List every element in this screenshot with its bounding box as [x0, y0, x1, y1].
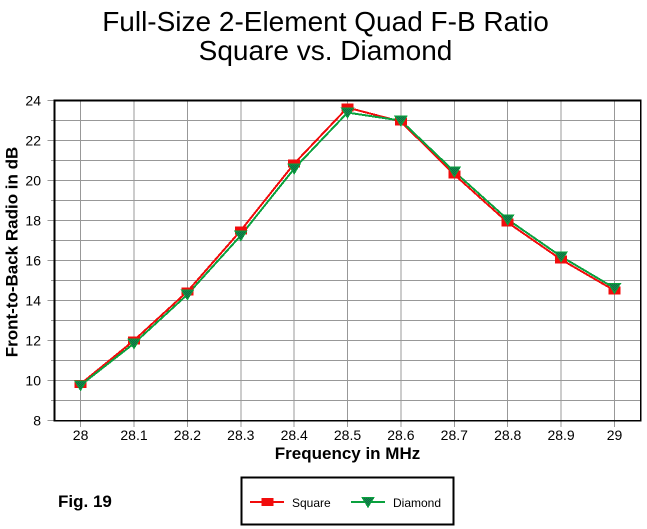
svg-text:Front-to-Back Radio in dB: Front-to-Back Radio in dB: [3, 147, 22, 358]
svg-text:Diamond: Diamond: [393, 496, 441, 510]
svg-text:14: 14: [25, 293, 41, 309]
svg-text:28.4: 28.4: [281, 427, 308, 443]
svg-text:18: 18: [25, 213, 41, 229]
svg-text:16: 16: [25, 253, 41, 269]
svg-text:Square: Square: [292, 496, 331, 510]
svg-text:10: 10: [25, 372, 41, 388]
svg-text:12: 12: [25, 332, 41, 348]
svg-text:20: 20: [25, 173, 41, 189]
svg-text:8: 8: [33, 412, 41, 428]
svg-text:28.5: 28.5: [334, 427, 361, 443]
svg-text:28.3: 28.3: [227, 427, 254, 443]
svg-text:Frequency in MHz: Frequency in MHz: [275, 444, 420, 463]
svg-text:28.2: 28.2: [174, 427, 201, 443]
svg-text:Fig. 19: Fig. 19: [58, 492, 112, 511]
svg-text:28.9: 28.9: [547, 427, 574, 443]
svg-text:28: 28: [73, 427, 89, 443]
svg-text:28.8: 28.8: [494, 427, 521, 443]
svg-text:29: 29: [607, 427, 623, 443]
svg-text:28.1: 28.1: [120, 427, 147, 443]
svg-text:22: 22: [25, 133, 41, 149]
svg-text:24: 24: [25, 93, 41, 109]
svg-text:28.6: 28.6: [387, 427, 414, 443]
svg-text:28.7: 28.7: [441, 427, 468, 443]
